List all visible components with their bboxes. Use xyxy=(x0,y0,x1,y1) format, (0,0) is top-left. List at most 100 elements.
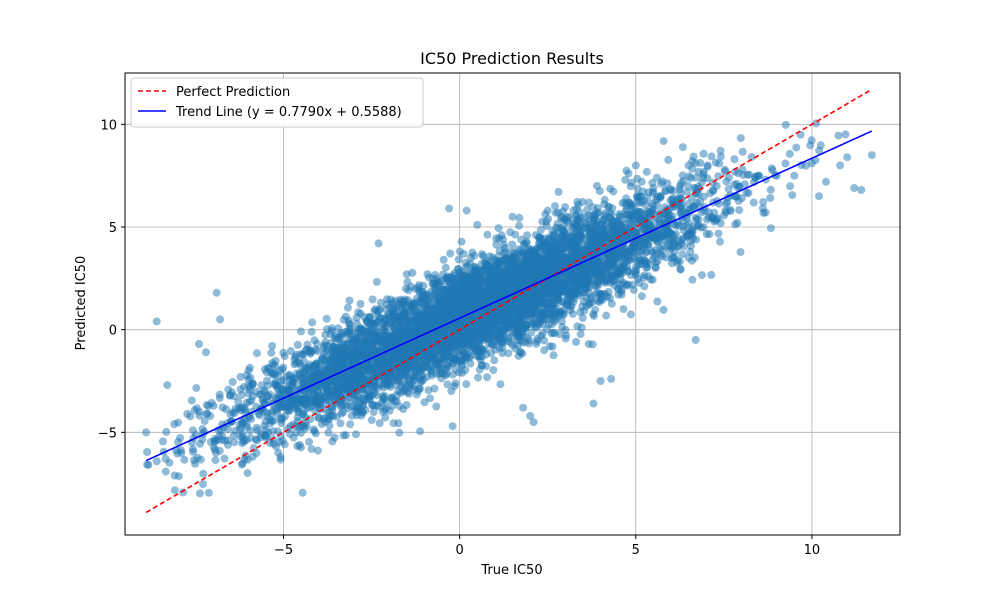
scatter-point xyxy=(759,198,768,206)
scatter-point xyxy=(834,131,843,140)
scatter-point xyxy=(170,486,179,495)
scatter-point xyxy=(247,396,256,405)
scatter-point xyxy=(451,379,460,388)
scatter-point xyxy=(369,408,378,416)
scatter-point xyxy=(218,403,227,412)
scatter-point xyxy=(228,378,237,386)
scatter-point xyxy=(223,436,232,445)
scatter-point xyxy=(441,263,450,272)
scatter-point xyxy=(511,230,520,239)
scatter-point xyxy=(353,411,361,420)
scatter-point xyxy=(816,141,825,150)
scatter-point xyxy=(242,420,251,428)
scatter-point xyxy=(352,313,361,322)
scatter-point xyxy=(536,233,545,242)
scatter-point xyxy=(554,187,563,196)
scatter-point xyxy=(364,318,373,327)
scatter-point xyxy=(507,247,516,256)
scatter-point xyxy=(215,432,224,441)
scatter-point xyxy=(360,312,369,321)
scatter-point xyxy=(314,413,323,422)
scatter-point xyxy=(563,216,572,225)
scatter-point xyxy=(642,247,651,256)
scatter-point xyxy=(408,268,417,277)
scatter-point xyxy=(199,480,207,489)
scatter-point xyxy=(720,165,729,174)
scatter-point xyxy=(619,305,628,313)
scatter-point xyxy=(174,472,183,481)
scatter-point xyxy=(715,159,724,168)
scatter-point xyxy=(165,458,174,467)
scatter-point xyxy=(696,158,705,167)
scatter-point xyxy=(191,459,200,468)
scatter-point xyxy=(343,404,352,413)
scatter-point xyxy=(699,167,708,176)
scatter-point xyxy=(243,469,252,478)
scatter-point xyxy=(341,312,350,321)
scatter-point xyxy=(478,250,487,259)
scatter-point xyxy=(555,330,564,339)
scatter-point xyxy=(376,298,385,307)
scatter-point xyxy=(559,226,568,235)
scatter-point xyxy=(296,327,305,336)
scatter-point xyxy=(280,440,289,449)
scatter-point xyxy=(483,230,492,239)
scatter-points xyxy=(142,119,876,498)
scatter-point xyxy=(841,130,850,139)
scatter-point xyxy=(279,376,288,385)
scatter-point xyxy=(697,223,705,232)
scatter-point xyxy=(268,342,277,350)
scatter-point xyxy=(192,384,201,392)
scatter-point xyxy=(540,346,549,355)
scatter-point xyxy=(204,488,213,497)
scatter-point xyxy=(385,303,394,312)
scatter-point xyxy=(336,419,345,428)
scatter-point xyxy=(735,206,744,215)
scatter-point xyxy=(747,153,756,162)
scatter-point xyxy=(298,350,307,359)
scatter-point xyxy=(766,194,775,202)
scatter-point xyxy=(276,453,285,461)
scatter-point xyxy=(496,380,505,389)
scatter-point xyxy=(244,366,253,375)
scatter-point xyxy=(161,467,170,476)
scatter-point xyxy=(786,182,795,191)
scatter-point xyxy=(573,322,582,331)
scatter-point xyxy=(606,268,615,277)
scatter-point xyxy=(176,434,185,442)
scatter-point xyxy=(551,208,560,217)
scatter-point xyxy=(186,412,195,421)
scatter-point xyxy=(684,253,693,262)
scatter-point xyxy=(196,439,204,448)
scatter-point xyxy=(346,420,355,429)
scatter-point xyxy=(229,431,238,440)
scatter-point xyxy=(599,226,608,234)
scatter-point xyxy=(557,317,566,326)
scatter-point xyxy=(732,192,741,201)
scatter-point xyxy=(591,281,600,290)
scatter-point xyxy=(240,455,249,464)
scatter-point xyxy=(321,361,330,370)
scatter-point xyxy=(504,349,513,358)
scatter-point xyxy=(230,438,239,447)
scatter-point xyxy=(766,185,775,194)
scatter-point xyxy=(189,426,197,435)
scatter-point xyxy=(267,348,276,357)
scatter-point xyxy=(687,193,696,202)
scatter-point xyxy=(187,396,196,405)
scatter-point xyxy=(474,373,482,382)
scatter-point xyxy=(424,386,433,395)
scatter-point xyxy=(367,416,376,425)
scatter-point xyxy=(261,425,270,434)
scatter-point xyxy=(683,188,692,197)
scatter-point xyxy=(788,191,797,200)
scatter-point xyxy=(533,337,542,346)
scatter-point xyxy=(204,401,213,410)
scatter-point xyxy=(180,455,189,464)
scatter-point xyxy=(656,193,665,202)
scatter-point xyxy=(402,401,411,409)
scatter-point xyxy=(630,267,639,276)
scatter-point xyxy=(343,303,352,312)
scatter-point xyxy=(515,213,524,222)
scatter-point xyxy=(584,198,593,207)
